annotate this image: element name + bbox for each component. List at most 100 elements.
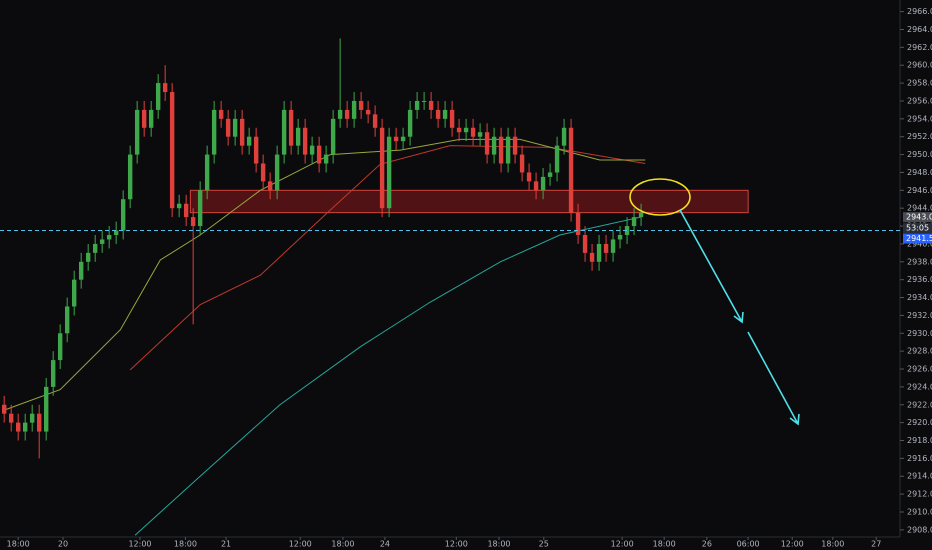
y-tick-label: 2930.0 xyxy=(907,329,932,338)
candle-body xyxy=(267,181,273,191)
candle-body xyxy=(386,136,392,209)
x-tick-label: 18:00 xyxy=(7,540,30,549)
candle-body xyxy=(561,127,567,146)
x-tick-label: 24 xyxy=(380,540,390,549)
candle-body xyxy=(57,333,63,361)
candle-body xyxy=(624,226,630,235)
candle-body xyxy=(617,234,623,240)
y-tick-label: 2950.0 xyxy=(907,150,932,159)
y-tick-label: 2908.0 xyxy=(907,525,932,534)
y-tick-label: 2952.0 xyxy=(907,132,932,141)
moving-average xyxy=(129,145,646,371)
candle-body xyxy=(603,243,609,253)
y-tick-label: 2928.0 xyxy=(907,347,932,356)
candle-body xyxy=(379,127,385,209)
candle-body xyxy=(225,118,231,137)
x-tick-label: 18:00 xyxy=(331,540,354,549)
candle-body xyxy=(575,212,581,235)
candle-body xyxy=(197,190,203,227)
countdown-box xyxy=(903,223,932,234)
candle-body xyxy=(407,109,413,137)
candle-body xyxy=(610,239,616,253)
candle-body xyxy=(15,422,21,432)
candle-body xyxy=(253,136,259,164)
last-price-label: 2941.5 xyxy=(906,234,932,243)
candle-body xyxy=(113,230,119,235)
x-tick-label: 18:00 xyxy=(653,540,676,549)
candle-body xyxy=(365,109,371,115)
y-tick-label: 2938.0 xyxy=(907,257,932,266)
x-tick-label: 06:00 xyxy=(737,540,760,549)
x-tick-label: 20 xyxy=(58,540,68,549)
y-tick-label: 2954.0 xyxy=(907,114,932,123)
candle-body xyxy=(162,83,168,93)
candle-body xyxy=(568,127,574,213)
x-tick-label: 18:00 xyxy=(487,540,510,549)
candle-body xyxy=(547,172,553,177)
candle-body xyxy=(36,413,42,432)
candle-body xyxy=(498,136,504,164)
y-tick-label: 2912.0 xyxy=(907,490,932,499)
candle-body xyxy=(288,109,294,146)
y-tick-label: 2922.0 xyxy=(907,400,932,409)
candle-body xyxy=(442,109,448,119)
candle-body xyxy=(449,109,455,128)
y-tick-label: 2936.0 xyxy=(907,275,932,284)
candle-body xyxy=(239,118,245,146)
candle-body xyxy=(92,243,98,253)
candle-body xyxy=(120,199,126,231)
x-tick-label: 26 xyxy=(702,540,712,549)
candle-body xyxy=(330,118,336,155)
candle-body xyxy=(505,136,511,164)
candle-body xyxy=(85,252,91,262)
candle-body xyxy=(1,404,7,414)
candle-body xyxy=(526,172,532,182)
candle-body xyxy=(218,109,224,119)
candle-body xyxy=(50,360,56,387)
candle-body xyxy=(78,261,84,280)
candle-body xyxy=(351,100,357,119)
candle-body xyxy=(470,127,476,137)
candle-body xyxy=(8,413,14,423)
resistance-zone xyxy=(189,189,749,214)
y-tick-label: 2932.0 xyxy=(907,311,932,320)
candle-body xyxy=(512,136,518,155)
y-tick-label: 2940.0 xyxy=(907,239,932,248)
highlight-ellipse xyxy=(629,178,691,216)
candle-body xyxy=(337,109,343,119)
candle-body xyxy=(400,136,406,142)
y-tick-label: 2934.0 xyxy=(907,293,932,302)
y-tick-label: 2916.0 xyxy=(907,454,932,463)
candle-body xyxy=(148,109,154,128)
candle-body xyxy=(155,83,161,110)
y-tick-label: 2920.0 xyxy=(907,418,932,427)
x-tick-label: 18:00 xyxy=(821,540,844,549)
candle-body xyxy=(638,212,644,218)
candle-body xyxy=(169,92,175,209)
candle-body xyxy=(176,203,182,209)
y-tick-label: 2962.0 xyxy=(907,43,932,52)
candle-body xyxy=(274,154,280,191)
y-tick-label: 2960.0 xyxy=(907,61,932,70)
candle-body xyxy=(477,132,483,137)
candle-body xyxy=(211,109,217,155)
x-tick-label: 12:00 xyxy=(289,540,312,549)
close-label: 2943.0 xyxy=(906,213,932,222)
candle-body xyxy=(141,109,147,128)
y-tick-label: 2946.0 xyxy=(907,186,932,195)
arrow-head xyxy=(789,413,800,426)
x-tick-label: 12:00 xyxy=(611,540,634,549)
x-tick-label: 12:00 xyxy=(445,540,468,549)
candle-body xyxy=(519,154,525,173)
candle-body xyxy=(554,145,560,173)
candle-body xyxy=(540,176,546,191)
candle-body xyxy=(29,413,35,423)
candle-body xyxy=(64,306,70,334)
x-tick-label: 12:00 xyxy=(128,540,151,549)
candle-body xyxy=(589,252,595,262)
y-tick-label: 2966.0 xyxy=(907,7,932,16)
close-label-box xyxy=(903,212,932,223)
